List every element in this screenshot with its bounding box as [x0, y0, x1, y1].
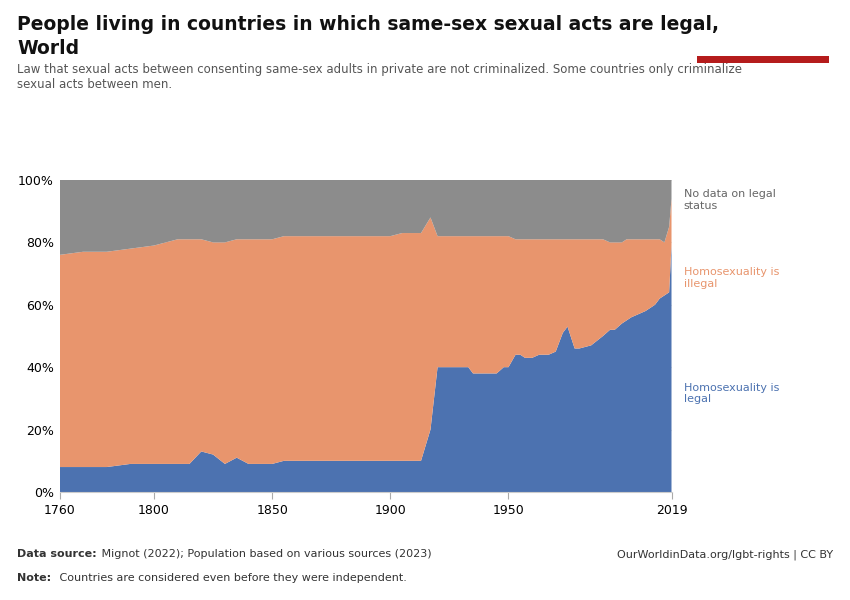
- Text: OurWorldinData.org/lgbt-rights | CC BY: OurWorldinData.org/lgbt-rights | CC BY: [617, 549, 833, 559]
- Text: Homosexuality is
legal: Homosexuality is legal: [683, 383, 779, 404]
- Text: Mignot (2022); Population based on various sources (2023): Mignot (2022); Population based on vario…: [98, 549, 431, 559]
- Text: Note:: Note:: [17, 573, 51, 583]
- Text: People living in countries in which same-sex sexual acts are legal,: People living in countries in which same…: [17, 15, 719, 34]
- Text: Data source:: Data source:: [17, 549, 97, 559]
- Bar: [697, 56, 829, 63]
- Text: World: World: [17, 39, 79, 58]
- Text: Homosexuality is
illegal: Homosexuality is illegal: [683, 268, 779, 289]
- Text: Countries are considered even before they were independent.: Countries are considered even before the…: [56, 573, 407, 583]
- Text: in Data: in Data: [738, 37, 788, 50]
- Text: No data on legal
status: No data on legal status: [683, 190, 775, 211]
- Text: Our World: Our World: [728, 20, 798, 33]
- Text: Law that sexual acts between consenting same-sex adults in private are not crimi: Law that sexual acts between consenting …: [17, 63, 742, 91]
